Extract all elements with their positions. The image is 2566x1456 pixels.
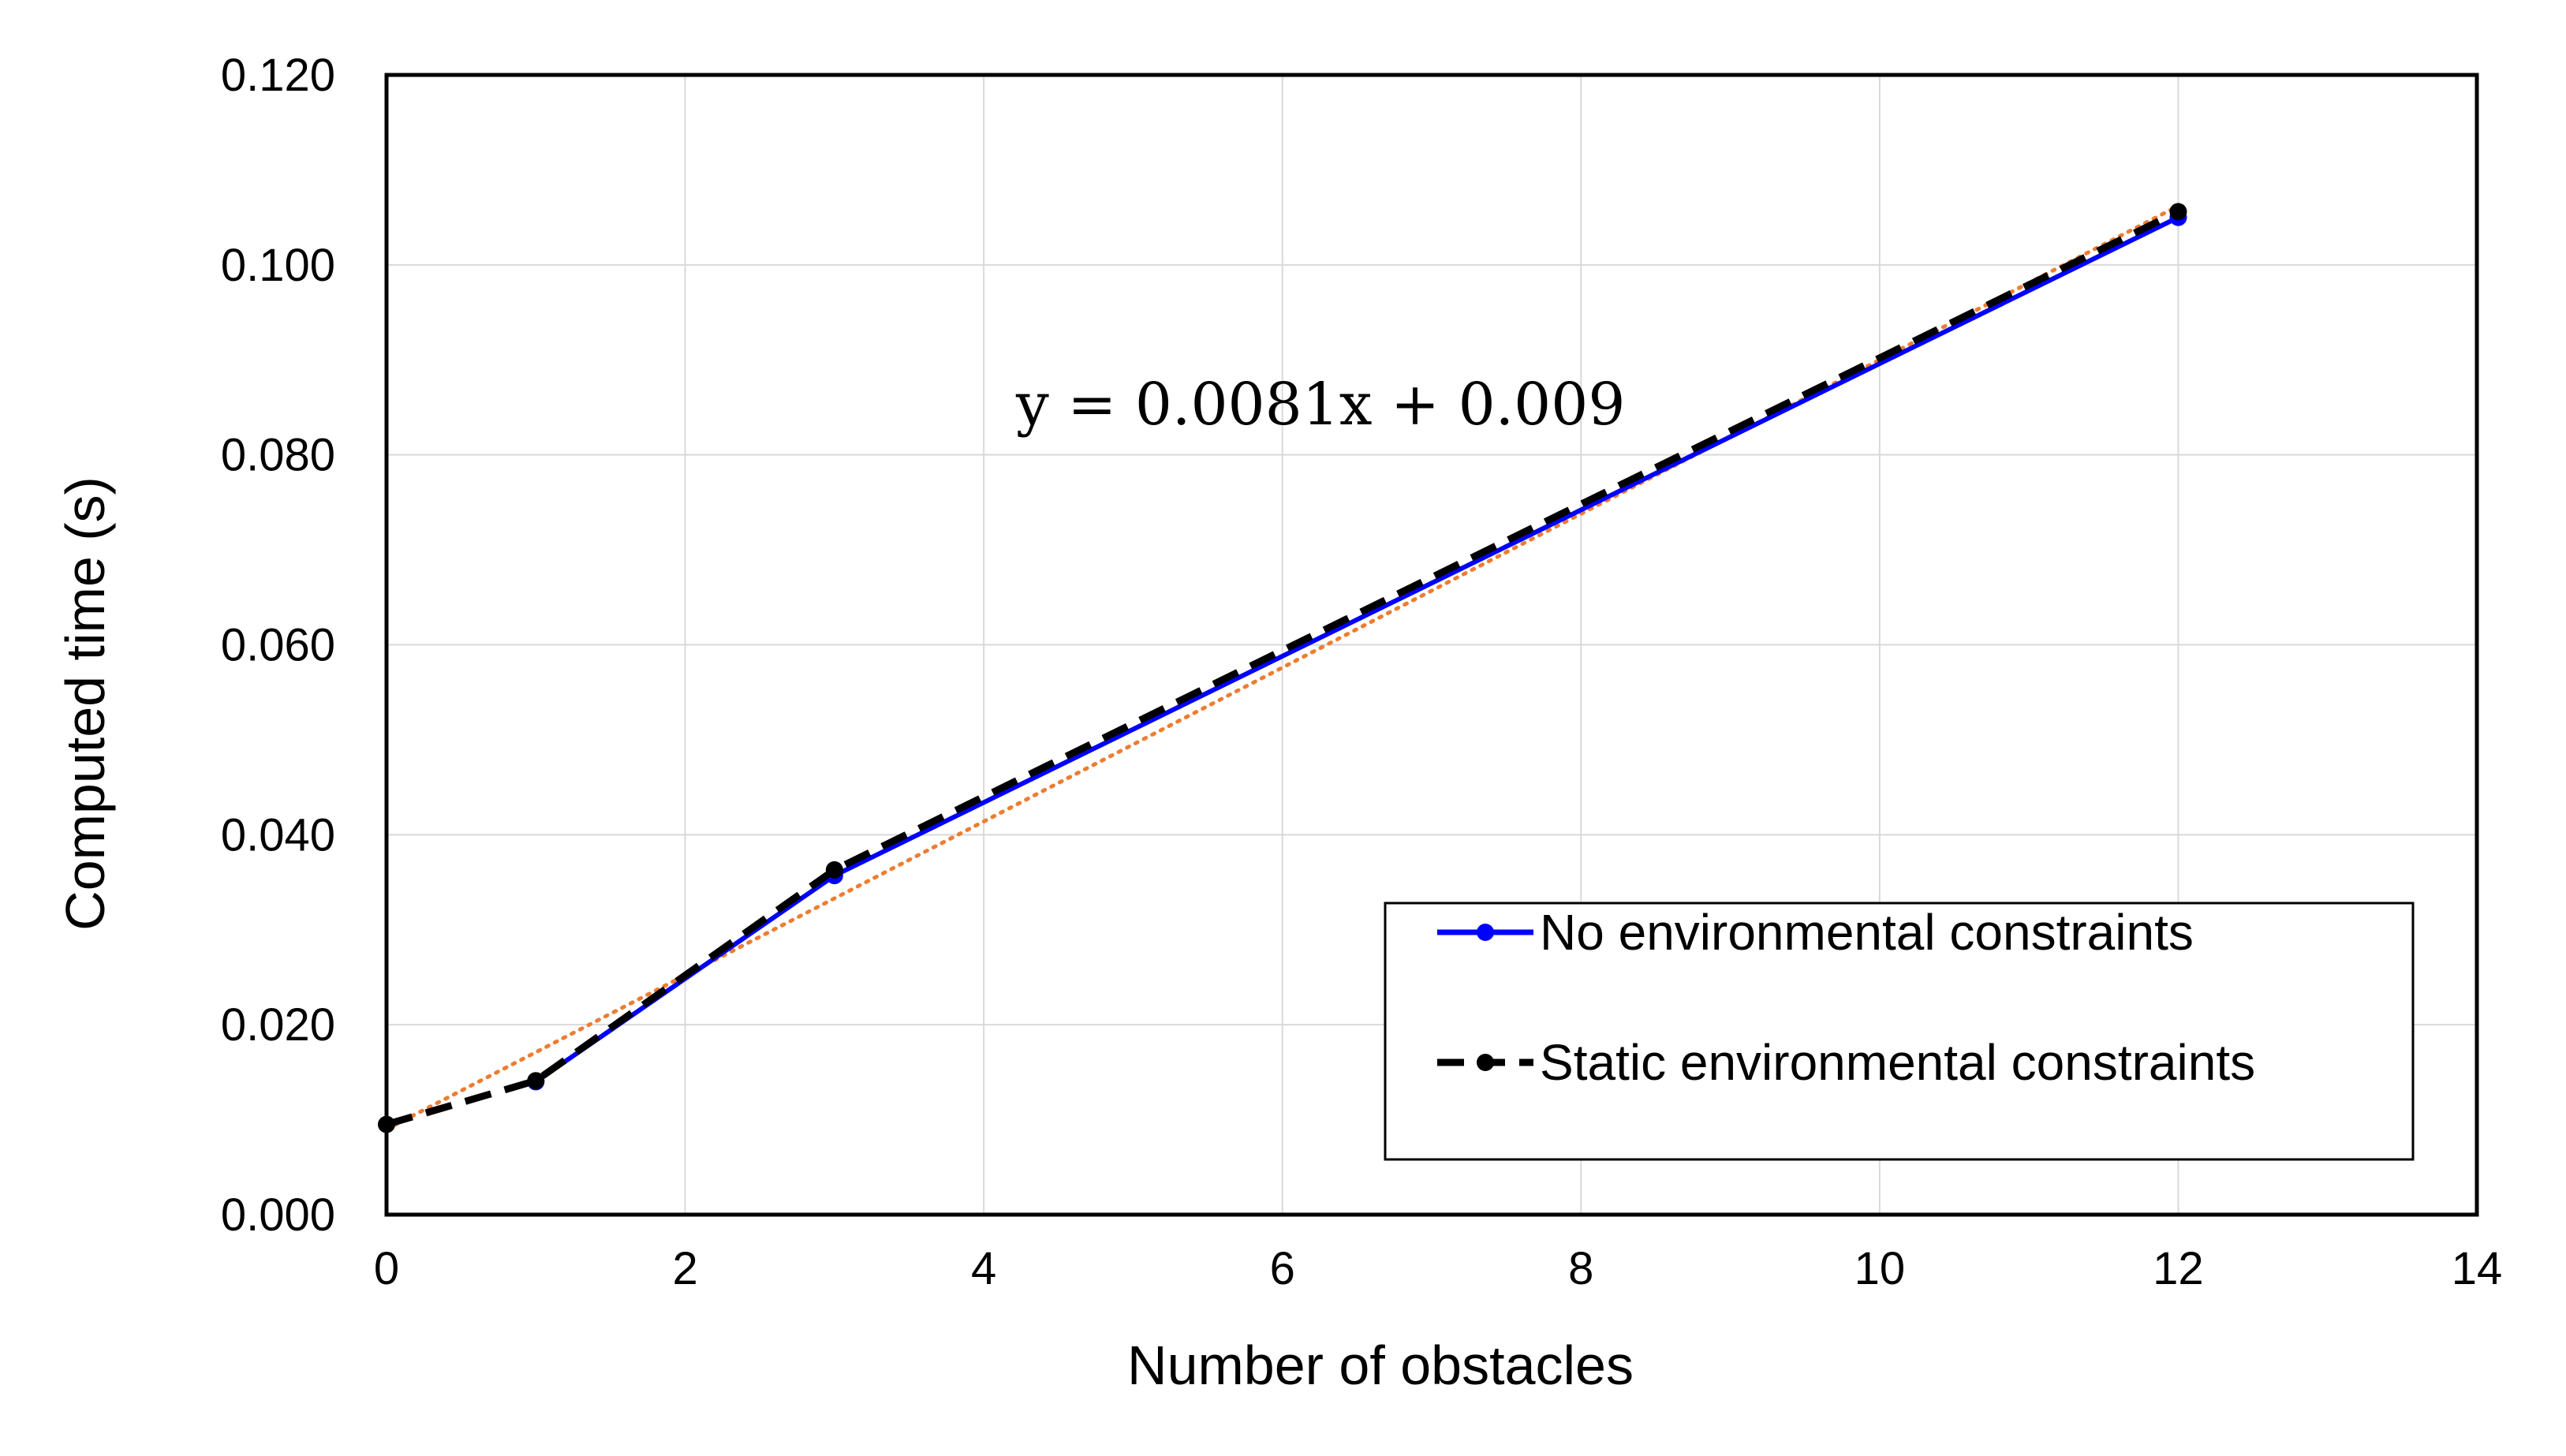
x-tick-label: 8 <box>1568 1243 1593 1294</box>
x-tick-label: 6 <box>1270 1243 1295 1294</box>
x-tick-label: 2 <box>672 1243 697 1294</box>
legend-entry-static-env: Static environmental constraints <box>1437 1034 2255 1091</box>
trendline-equation: y = 0.0081x + 0.009 <box>1015 371 1625 439</box>
x-axis-title: Number of obstacles <box>1127 1335 1634 1396</box>
legend-label-no-env: No environmental constraints <box>1540 904 2194 961</box>
series-1-point <box>527 1072 545 1090</box>
y-tick-label: 0.080 <box>221 430 335 481</box>
y-axis-title: Computed time (s) <box>54 476 116 931</box>
legend-marker-no-env <box>1477 924 1494 941</box>
y-tick-label: 0.120 <box>221 50 335 101</box>
legend-label-static-env: Static environmental constraints <box>1540 1034 2255 1091</box>
x-tick-label: 10 <box>1854 1243 1906 1294</box>
y-tick-label: 0.000 <box>221 1189 335 1241</box>
x-tick-label: 4 <box>971 1243 996 1294</box>
plot-area-frame <box>384 73 2479 1217</box>
legend-box <box>1384 902 2415 1161</box>
x-tick-label: 14 <box>2452 1243 2503 1294</box>
x-axis-ticks: 0 2 4 6 8 10 12 14 <box>374 1243 2502 1294</box>
y-tick-label: 0.020 <box>221 999 335 1051</box>
y-tick-label: 0.040 <box>221 809 335 861</box>
series-1-point <box>825 861 843 879</box>
legend: No environmental constraints Static envi… <box>1384 902 2415 1161</box>
y-tick-label: 0.060 <box>221 620 335 671</box>
y-tick-label: 0.100 <box>221 240 335 291</box>
legend-entry-no-env: No environmental constraints <box>1437 904 2194 961</box>
x-tick-label: 0 <box>374 1243 399 1294</box>
series-1-point <box>2169 203 2187 221</box>
x-tick-label: 12 <box>2153 1243 2204 1294</box>
series-line-1 <box>385 208 2180 1128</box>
legend-marker-static-env <box>1477 1054 1494 1071</box>
y-axis-ticks: 0.000 0.020 0.040 0.060 0.080 0.100 0.120 <box>221 50 335 1241</box>
